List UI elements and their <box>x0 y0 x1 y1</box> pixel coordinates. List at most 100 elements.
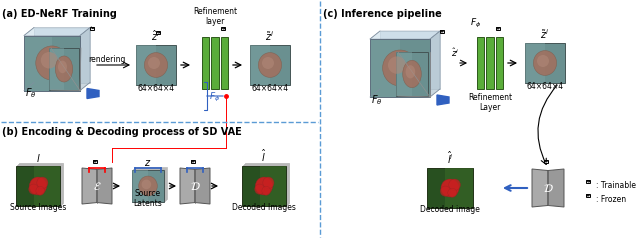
Polygon shape <box>430 31 440 97</box>
Ellipse shape <box>406 65 415 78</box>
Text: $\mathcal{E}$: $\mathcal{E}$ <box>93 180 101 192</box>
Bar <box>525 43 565 83</box>
Ellipse shape <box>41 52 58 69</box>
Ellipse shape <box>403 60 421 88</box>
Text: 64×64×4: 64×64×4 <box>252 84 289 93</box>
Bar <box>156 31 160 34</box>
Bar <box>396 52 412 96</box>
Bar <box>202 37 209 89</box>
Polygon shape <box>532 169 548 207</box>
Bar <box>370 39 430 97</box>
Bar <box>496 27 500 30</box>
Text: $F_{\theta}$: $F_{\theta}$ <box>25 86 36 100</box>
Bar <box>135 167 167 199</box>
Polygon shape <box>437 95 449 105</box>
Bar <box>132 170 148 202</box>
Ellipse shape <box>440 186 451 196</box>
Text: $\tilde{z}^i$: $\tilde{z}^i$ <box>266 29 275 43</box>
Text: $\mathcal{D}$: $\mathcal{D}$ <box>543 182 554 194</box>
Ellipse shape <box>58 61 67 73</box>
Bar <box>243 165 287 205</box>
Bar <box>586 180 590 183</box>
Ellipse shape <box>262 186 271 195</box>
Ellipse shape <box>141 180 151 189</box>
Text: rendering: rendering <box>88 55 125 64</box>
Bar <box>24 35 52 90</box>
Bar <box>586 194 590 197</box>
Text: $\hat{l}$: $\hat{l}$ <box>261 148 267 164</box>
Ellipse shape <box>263 177 274 188</box>
Text: (c) Inference pipeline: (c) Inference pipeline <box>323 9 442 19</box>
Text: (b) Encoding & Decoding process of SD VAE: (b) Encoding & Decoding process of SD VA… <box>2 127 242 137</box>
Bar <box>191 160 195 163</box>
Bar <box>133 169 165 201</box>
Bar <box>244 164 288 204</box>
Ellipse shape <box>55 56 73 82</box>
Bar <box>477 37 484 89</box>
Bar <box>49 48 79 90</box>
Ellipse shape <box>262 57 274 69</box>
Bar <box>245 163 289 203</box>
Text: : Frozen: : Frozen <box>596 195 626 204</box>
Text: $\tilde{z}^i$: $\tilde{z}^i$ <box>540 27 550 41</box>
Bar <box>396 52 428 96</box>
Bar <box>211 37 219 89</box>
Text: Source
Latents: Source Latents <box>134 188 163 208</box>
Text: : Trainable: : Trainable <box>596 182 636 190</box>
Text: Source Images: Source Images <box>10 203 66 212</box>
Text: 64×64×4: 64×64×4 <box>527 82 564 91</box>
Text: $F_{\phi}$: $F_{\phi}$ <box>470 17 481 30</box>
Ellipse shape <box>448 188 457 197</box>
Text: $\mathcal{D}$: $\mathcal{D}$ <box>189 180 200 192</box>
Text: 64×64×4: 64×64×4 <box>138 84 175 93</box>
Ellipse shape <box>36 46 68 80</box>
Bar <box>49 48 64 90</box>
Bar <box>49 48 79 90</box>
Bar <box>427 168 473 208</box>
Ellipse shape <box>145 53 168 77</box>
Bar <box>17 165 61 205</box>
Bar <box>396 52 428 96</box>
Bar <box>250 45 270 85</box>
Polygon shape <box>180 168 195 204</box>
Bar <box>250 45 290 85</box>
Bar <box>34 166 60 206</box>
Ellipse shape <box>37 177 48 188</box>
Polygon shape <box>82 168 97 204</box>
Bar <box>486 37 493 89</box>
Bar <box>24 35 80 90</box>
Text: $l$: $l$ <box>36 152 40 164</box>
Text: $F_{\theta}$: $F_{\theta}$ <box>371 93 383 107</box>
Ellipse shape <box>383 50 417 86</box>
Polygon shape <box>380 31 440 89</box>
Ellipse shape <box>139 176 157 196</box>
Bar <box>260 166 286 206</box>
Bar <box>136 45 176 85</box>
Bar <box>18 164 62 204</box>
Bar <box>525 43 545 83</box>
Bar <box>370 39 430 97</box>
Polygon shape <box>195 168 210 204</box>
Text: $\hat{z}^i$: $\hat{z}^i$ <box>451 46 460 59</box>
Ellipse shape <box>388 56 406 74</box>
Text: $\hat{l}^i$: $\hat{l}^i$ <box>447 150 453 166</box>
Polygon shape <box>24 28 90 35</box>
Text: Refinement
layer: Refinement layer <box>193 7 237 26</box>
Bar <box>370 39 400 97</box>
Text: Decoded image: Decoded image <box>420 205 480 214</box>
Text: (a) ED-NeRF Training: (a) ED-NeRF Training <box>2 9 117 19</box>
Bar <box>445 168 473 208</box>
Bar <box>221 27 225 30</box>
Text: $F_\phi$: $F_\phi$ <box>209 90 221 104</box>
Ellipse shape <box>441 179 459 197</box>
Ellipse shape <box>36 186 45 195</box>
Ellipse shape <box>255 184 264 194</box>
Bar <box>132 170 164 202</box>
Bar <box>24 35 80 90</box>
Ellipse shape <box>259 53 282 77</box>
Polygon shape <box>80 28 90 90</box>
Text: Decoded Images: Decoded Images <box>232 203 296 212</box>
Ellipse shape <box>449 179 460 191</box>
Ellipse shape <box>255 177 273 195</box>
Bar <box>495 37 503 89</box>
